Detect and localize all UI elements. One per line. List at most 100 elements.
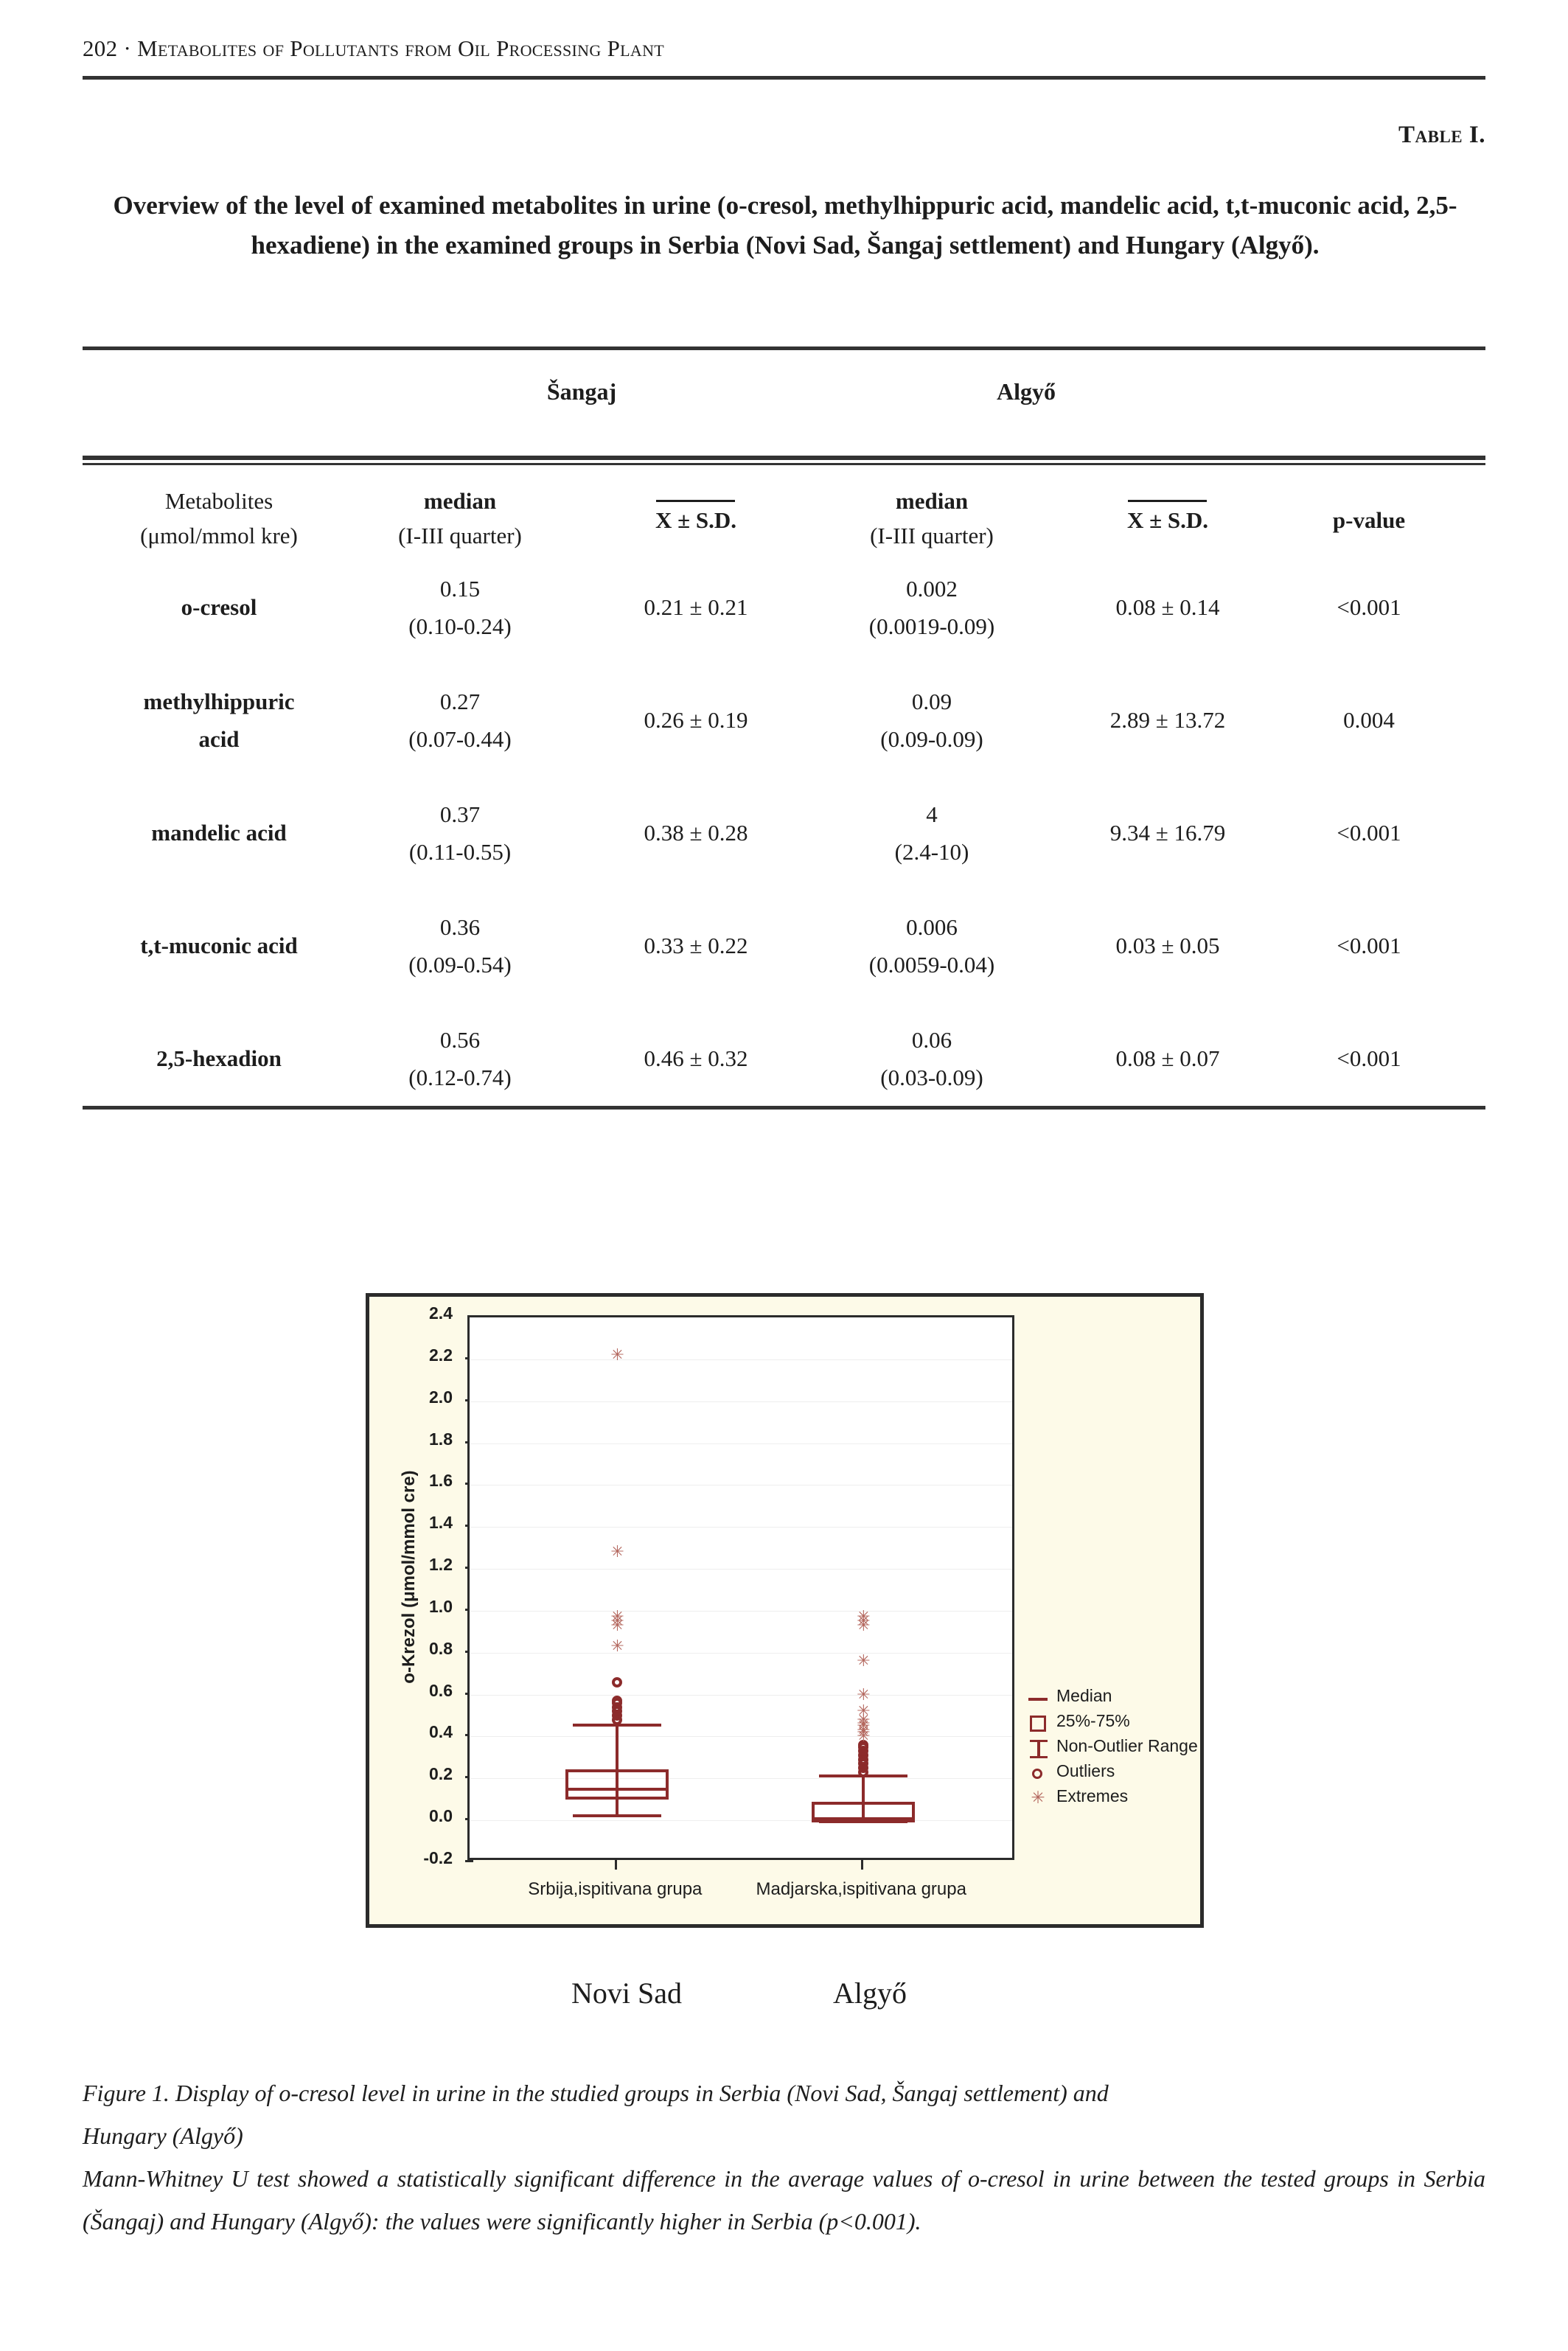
column-header-metabolites-line2: (μmol/mmol kre) bbox=[140, 523, 298, 548]
cell-p-value: <0.001 bbox=[1337, 820, 1401, 846]
cell-metabolite: mandelic acid bbox=[151, 820, 287, 846]
extreme-marker: ✳ bbox=[857, 1615, 871, 1634]
y-tick-label: 0.0 bbox=[429, 1806, 453, 1826]
cell-algyo-median: 0.06 (0.03-0.09) bbox=[814, 1021, 1050, 1096]
extreme-marker: ✳ bbox=[610, 1345, 624, 1365]
column-header-algyo-mean-sd-text: X ± S.D. bbox=[1127, 500, 1208, 537]
cell-sangaj-median-value: 0.36 bbox=[439, 914, 481, 940]
table-row: o-cresol 0.15 (0.10-0.24) 0.21 ± 0.21 0.… bbox=[83, 562, 1485, 675]
gridline bbox=[470, 1443, 1012, 1444]
cell-algyo-median-value: 0.006 bbox=[906, 914, 958, 940]
median-line-icon bbox=[1028, 1698, 1048, 1701]
cell-algyo-median: 0.09 (0.09-0.09) bbox=[814, 683, 1050, 758]
column-header-sangaj-median: median (I-III quarter) bbox=[342, 484, 578, 553]
cell-algyo-median: 0.006 (0.0059-0.04) bbox=[814, 908, 1050, 983]
figure-caption: Figure 1. Display of o-cresol level in u… bbox=[83, 2072, 1485, 2243]
cell-algyo-quartiles: (2.4-10) bbox=[894, 839, 969, 865]
boxplot-figure: o-Krezol (μmol/mmol cre) 2.4 2.2 2.0 1.8 1.6… bbox=[366, 1293, 1204, 1928]
x-tick-label: Madjarska,ispitivana grupa bbox=[756, 1879, 966, 1899]
y-tick-label: 2.4 bbox=[429, 1303, 453, 1323]
column-header-sangaj-median-line2: (I-III quarter) bbox=[398, 523, 522, 548]
cell-sangaj-mean-sd: 0.38 ± 0.28 bbox=[644, 820, 748, 846]
y-tick-label: 1.6 bbox=[429, 1471, 453, 1491]
cell-p-value: <0.001 bbox=[1337, 1045, 1401, 1071]
boxplot-box bbox=[565, 1769, 669, 1800]
column-header-algyo-median-line2: (I-III quarter) bbox=[870, 523, 994, 548]
table-rule-mid-b bbox=[83, 463, 1485, 465]
cell-metabolite: o-cresol bbox=[181, 594, 257, 620]
boxplot-cap-lower bbox=[573, 1814, 662, 1817]
cell-algyo-mean-sd: 0.08 ± 0.14 bbox=[1115, 594, 1220, 620]
y-tick-label: 0.2 bbox=[429, 1764, 453, 1784]
i-bar-icon bbox=[1030, 1740, 1048, 1758]
column-header-algyo-mean-sd: X ± S.D. bbox=[1050, 500, 1286, 537]
y-tick-label: -0.2 bbox=[423, 1848, 453, 1867]
cell-sangaj-quartiles: (0.11-0.55) bbox=[408, 839, 512, 865]
group-header-algyo: Algyő bbox=[997, 378, 1056, 405]
cell-algyo-quartiles: (0.09-0.09) bbox=[880, 726, 983, 752]
cell-p-value: <0.001 bbox=[1337, 933, 1401, 958]
extreme-marker: ✳ bbox=[857, 1722, 871, 1741]
boxplot-box bbox=[812, 1801, 916, 1820]
cell-algyo-mean-sd: 0.03 ± 0.05 bbox=[1115, 933, 1220, 958]
column-header-metabolites: Metabolites (μmol/mmol kre) bbox=[97, 484, 341, 553]
extreme-marker: ✳ bbox=[857, 1685, 871, 1704]
header-rule bbox=[83, 76, 1485, 80]
extreme-marker: ✳ bbox=[857, 1714, 871, 1733]
cell-sangaj-median: 0.36 (0.09-0.54) bbox=[342, 908, 578, 983]
cell-sangaj-mean-sd: 0.33 ± 0.22 bbox=[644, 933, 748, 958]
cell-algyo-mean-sd: 0.08 ± 0.07 bbox=[1115, 1045, 1220, 1071]
column-header-algyo-median: median (I-III quarter) bbox=[814, 484, 1050, 553]
extreme-marker: ✳ bbox=[610, 1637, 624, 1656]
table-row: t,t-muconic acid 0.36 (0.09-0.54) 0.33 ±… bbox=[83, 900, 1485, 1013]
cell-p-value: 0.004 bbox=[1343, 707, 1395, 733]
extreme-marker: ✳ bbox=[857, 1720, 871, 1739]
cell-sangaj-median-value: 0.56 bbox=[439, 1027, 481, 1053]
cell-algyo-mean-sd: 2.89 ± 13.72 bbox=[1109, 707, 1226, 733]
boxplot-median bbox=[565, 1788, 669, 1791]
running-header: 202 · Metabolites of Pollutants from Oil… bbox=[83, 35, 1483, 62]
y-tick-label: 1.4 bbox=[429, 1513, 453, 1533]
legend-item: Non-Outlier Range bbox=[1025, 1736, 1198, 1761]
cell-sangaj-median-value: 0.15 bbox=[439, 576, 481, 602]
cell-metabolite-line1: methylhippuric bbox=[143, 689, 295, 714]
cell-sangaj-median-value: 0.27 bbox=[439, 689, 481, 714]
cell-algyo-median: 4 (2.4-10) bbox=[814, 795, 1050, 871]
cell-algyo-median-value: 0.06 bbox=[911, 1027, 952, 1053]
chart-legend: Median 25%-75% Non-Outlier Range Outliers ✳ E… bbox=[1025, 1686, 1198, 1811]
y-tick-label: 1.8 bbox=[429, 1429, 453, 1449]
star-icon: ✳ bbox=[1031, 1788, 1045, 1807]
cell-algyo-median-value: 0.002 bbox=[906, 576, 958, 602]
cell-sangaj-median: 0.37 (0.11-0.55) bbox=[342, 795, 578, 871]
cell-algyo-quartiles: (0.03-0.09) bbox=[880, 1065, 983, 1090]
legend-item: Median bbox=[1025, 1686, 1198, 1711]
boxplot-whisker bbox=[862, 1774, 865, 1820]
legend-label: 25%-75% bbox=[1056, 1711, 1130, 1730]
figure-caption-body: Mann-Whitney U test showed a statistical… bbox=[83, 2165, 1485, 2235]
legend-label: Outliers bbox=[1056, 1761, 1115, 1780]
outlier-marker bbox=[612, 1676, 623, 1688]
cell-sangaj-quartiles: (0.10-0.24) bbox=[408, 613, 512, 639]
extreme-marker: ✳ bbox=[857, 1612, 871, 1631]
cell-sangaj-median: 0.56 (0.12-0.74) bbox=[342, 1021, 578, 1096]
gridline bbox=[470, 1736, 1012, 1738]
x-tick-label: Srbija,ispitivana grupa bbox=[528, 1879, 703, 1899]
extreme-marker: ✳ bbox=[610, 1615, 624, 1634]
cell-sangaj-mean-sd: 0.26 ± 0.19 bbox=[644, 707, 748, 733]
cell-sangaj-mean-sd: 0.46 ± 0.32 bbox=[644, 1045, 748, 1071]
extreme-marker: ✳ bbox=[857, 1702, 871, 1721]
page-number: 202 bbox=[83, 35, 118, 61]
y-tick-label: 0.4 bbox=[429, 1722, 453, 1742]
plot-area: ✳ ✳ ✳ ✳ ✳ ✳ ✳ ✳ ✳ ✳ ✳ ✳ ✳ ✳ ✳ ✳ ✳ ✳ bbox=[467, 1315, 1014, 1860]
gridline bbox=[470, 1485, 1012, 1486]
figure-label-algyo: Algyő bbox=[833, 1976, 907, 2010]
cell-sangaj-quartiles: (0.09-0.54) bbox=[408, 952, 512, 978]
y-tick-label: 0.6 bbox=[429, 1680, 453, 1700]
y-tick-label: 2.2 bbox=[429, 1345, 453, 1365]
cell-algyo-mean-sd: 9.34 ± 16.79 bbox=[1109, 820, 1226, 846]
extreme-marker: ✳ bbox=[857, 1607, 871, 1626]
cell-algyo-quartiles: (0.0059-0.04) bbox=[868, 952, 995, 978]
column-header-algyo-median-line1: median bbox=[895, 488, 969, 514]
outlier-marker bbox=[858, 1739, 869, 1750]
